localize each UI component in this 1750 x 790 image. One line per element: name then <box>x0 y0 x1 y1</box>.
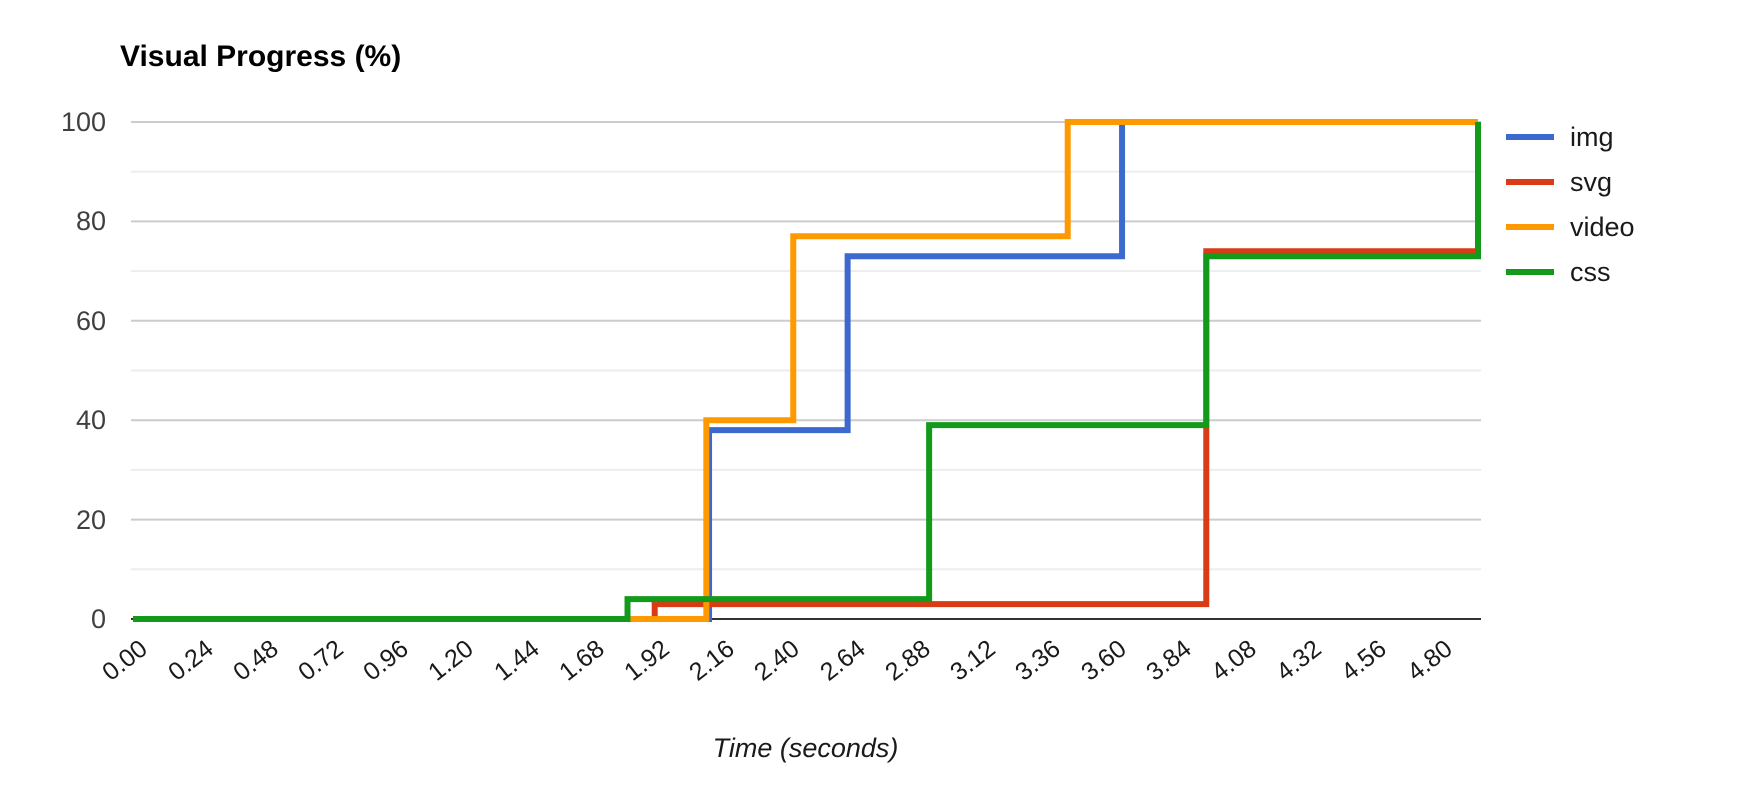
series-line-css <box>133 122 1481 622</box>
series-line-svg <box>133 248 1478 622</box>
y-tick-label-0: 0 <box>90 604 106 634</box>
legend-item-css: css <box>1506 258 1611 286</box>
legend-label-img: img <box>1570 121 1614 152</box>
legend-item-svg: svg <box>1506 168 1612 196</box>
legend-label-css: css <box>1570 256 1611 287</box>
y-tick-label-80: 80 <box>75 206 106 237</box>
legend-label-video: video <box>1570 211 1635 242</box>
legend-swatch-video-icon <box>1506 224 1554 230</box>
legend-label-svg: svg <box>1570 166 1613 197</box>
series-line-video <box>133 119 1478 622</box>
y-tick-label-20: 20 <box>75 504 106 535</box>
legend-item-video: video <box>1506 213 1635 241</box>
legend-item-img: img <box>1506 123 1614 151</box>
legend-swatch-svg-icon <box>1506 179 1554 185</box>
y-tick-label-40: 40 <box>75 405 106 436</box>
legend-swatch-img-icon <box>1506 134 1554 140</box>
y-tick-label-60: 60 <box>75 305 106 336</box>
y-tick-label-100: 100 <box>60 107 106 137</box>
chart-title: Visual Progress (%) <box>120 40 402 73</box>
x-axis-title: Time (seconds) <box>712 733 899 763</box>
legend-swatch-css-icon <box>1506 269 1554 275</box>
